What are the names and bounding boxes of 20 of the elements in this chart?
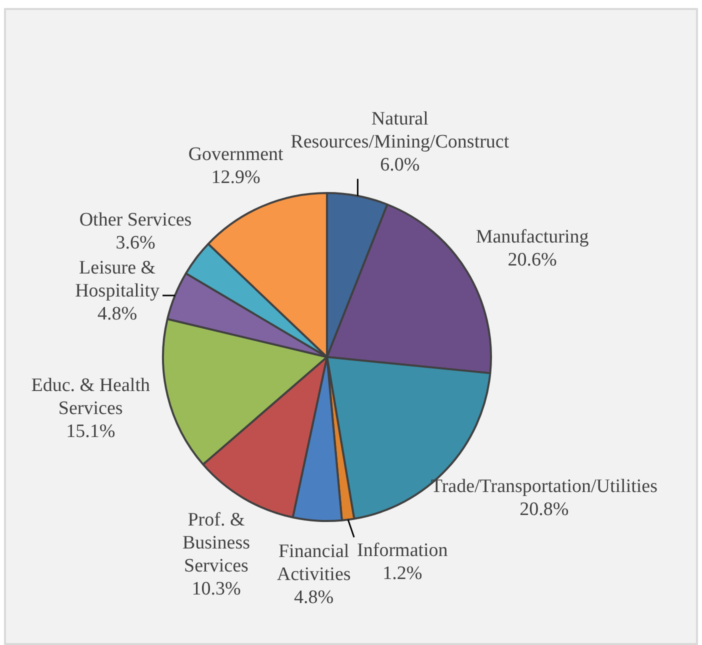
data-label: 10.3% bbox=[192, 578, 241, 600]
data-label: 1.2% bbox=[382, 562, 422, 584]
slice-label: Government bbox=[188, 144, 284, 166]
slice-label: Natural Resources/Mining/Construct bbox=[290, 108, 510, 152]
slice-label: Educ. & Health Services bbox=[31, 374, 150, 419]
slice-label: Leisure & Hospitality bbox=[75, 258, 160, 302]
data-label: 20.8% bbox=[520, 498, 569, 520]
slice-label: Manufacturing bbox=[476, 226, 590, 248]
data-label: 3.6% bbox=[116, 232, 156, 254]
data-label: 4.8% bbox=[98, 304, 138, 325]
data-label: 20.6% bbox=[508, 250, 557, 271]
data-label: 6.0% bbox=[380, 154, 420, 176]
slice-label: Information bbox=[357, 540, 448, 561]
data-label: 12.9% bbox=[211, 167, 261, 188]
data-label: 4.8% bbox=[294, 587, 334, 608]
slice-label: Prof. & Business Services bbox=[182, 510, 250, 577]
data-label: 15.1% bbox=[66, 420, 116, 442]
slice-label: Financial Activities bbox=[276, 541, 351, 586]
slice-label: Other Services bbox=[79, 210, 192, 231]
slice-label: Trade/Transportation/Utilities bbox=[430, 476, 658, 497]
